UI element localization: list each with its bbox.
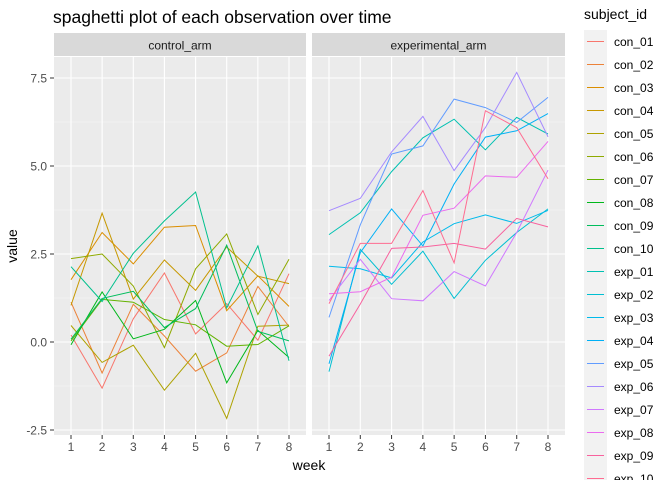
legend-label-con-03: con_03 [614, 81, 654, 95]
x-tick-label: 7 [255, 440, 262, 454]
series-line-exp-01 [328, 116, 549, 236]
legend-label-exp-04: exp_04 [614, 334, 654, 348]
series-lines-experimental-arm [328, 71, 549, 372]
series-line-con-10 [70, 191, 290, 361]
legend-label-exp-05: exp_05 [614, 357, 654, 371]
plot-panel-control-arm [54, 57, 306, 435]
x-tick-label: 7 [513, 440, 520, 454]
facet-strip-experimental-arm [312, 33, 565, 56]
series-line-con-01 [70, 272, 290, 390]
legend-label-exp-03: exp_03 [614, 311, 654, 325]
facet-strip-control-arm [54, 33, 306, 56]
legend-label-exp-01: exp_01 [614, 265, 654, 279]
series-lines-control-arm [70, 191, 290, 420]
facet-label-experimental-arm: experimental_arm [390, 39, 486, 53]
series-line-exp-06 [328, 71, 549, 212]
legend-label-con-02: con_02 [614, 58, 654, 72]
series-line-con-06 [70, 232, 290, 349]
facet-label-control-arm: control_arm [148, 39, 211, 53]
legend-label-exp-09: exp_09 [614, 449, 654, 463]
legend-label-exp-02: exp_02 [614, 288, 654, 302]
series-line-con-04 [70, 211, 290, 306]
series-line-exp-08 [328, 141, 549, 295]
y-axis-title: value [4, 229, 20, 263]
x-tick-label: 4 [420, 440, 427, 454]
x-tick-label: 6 [223, 440, 230, 454]
x-axis: 1 2 3 4 5 6 7 8 1 2 3 4 5 6 7 8 [68, 435, 552, 454]
legend-label-exp-07: exp_07 [614, 403, 654, 417]
legend-label-con-08: con_08 [614, 196, 654, 210]
x-tick-label: 8 [286, 440, 293, 454]
legend: subject_id con_01 con_02 con_03 con_04 con_0… [584, 6, 654, 480]
x-tick-label: 5 [451, 440, 458, 454]
legend-label-con-10: con_10 [614, 242, 654, 256]
legend-label-exp-10: exp_10 [614, 472, 654, 480]
x-tick-label: 6 [482, 440, 489, 454]
x-tick-label: 2 [99, 440, 106, 454]
y-tick-label: -2.5 [26, 424, 47, 438]
x-tick-label: 3 [388, 440, 395, 454]
series-line-exp-03 [328, 209, 549, 279]
facet-panel-control-arm: control_arm [54, 33, 306, 435]
series-line-exp-07 [328, 169, 549, 302]
series-line-exp-04 [328, 113, 549, 364]
legend-label-con-05: con_05 [614, 127, 654, 141]
x-tick-label: 1 [68, 440, 75, 454]
legend-label-con-04: con_04 [614, 104, 654, 118]
series-line-exp-05 [328, 97, 549, 318]
chart-title: spaghetti plot of each observation over … [53, 7, 392, 27]
x-tick-label: 5 [192, 440, 199, 454]
y-axis: -2.5 0.0 2.5 5.0 7.5 [26, 72, 54, 438]
series-line-con-03 [70, 224, 290, 312]
legend-title: subject_id [584, 6, 647, 22]
series-line-con-02 [70, 285, 290, 375]
x-tick-label: 8 [545, 440, 552, 454]
series-line-exp-02 [328, 208, 549, 372]
legend-label-con-01: con_01 [614, 35, 654, 49]
series-line-exp-10 [328, 109, 549, 304]
x-tick-label: 3 [130, 440, 137, 454]
x-tick-label: 1 [326, 440, 333, 454]
legend-label-con-09: con_09 [614, 219, 654, 233]
x-tick-label: 2 [357, 440, 364, 454]
legend-label-exp-06: exp_06 [614, 380, 654, 394]
x-axis-title: week [292, 457, 327, 473]
y-tick-label: 5.0 [30, 160, 47, 174]
legend-label-con-06: con_06 [614, 150, 654, 164]
series-line-con-09 [70, 243, 290, 342]
legend-label-exp-08: exp_08 [614, 426, 654, 440]
series-line-con-05 [70, 324, 290, 420]
legend-label-con-07: con_07 [614, 173, 654, 187]
plot-panel-experimental-arm [312, 57, 565, 435]
y-tick-label: 7.5 [30, 72, 47, 86]
y-tick-label: 0.0 [30, 336, 47, 350]
legend-key-box [584, 467, 607, 480]
series-line-exp-09 [328, 217, 549, 357]
x-tick-label: 4 [161, 440, 168, 454]
series-line-con-08 [70, 291, 290, 384]
facet-panel-experimental-arm: experimental_arm [312, 33, 565, 435]
y-tick-label: 2.5 [30, 248, 47, 262]
